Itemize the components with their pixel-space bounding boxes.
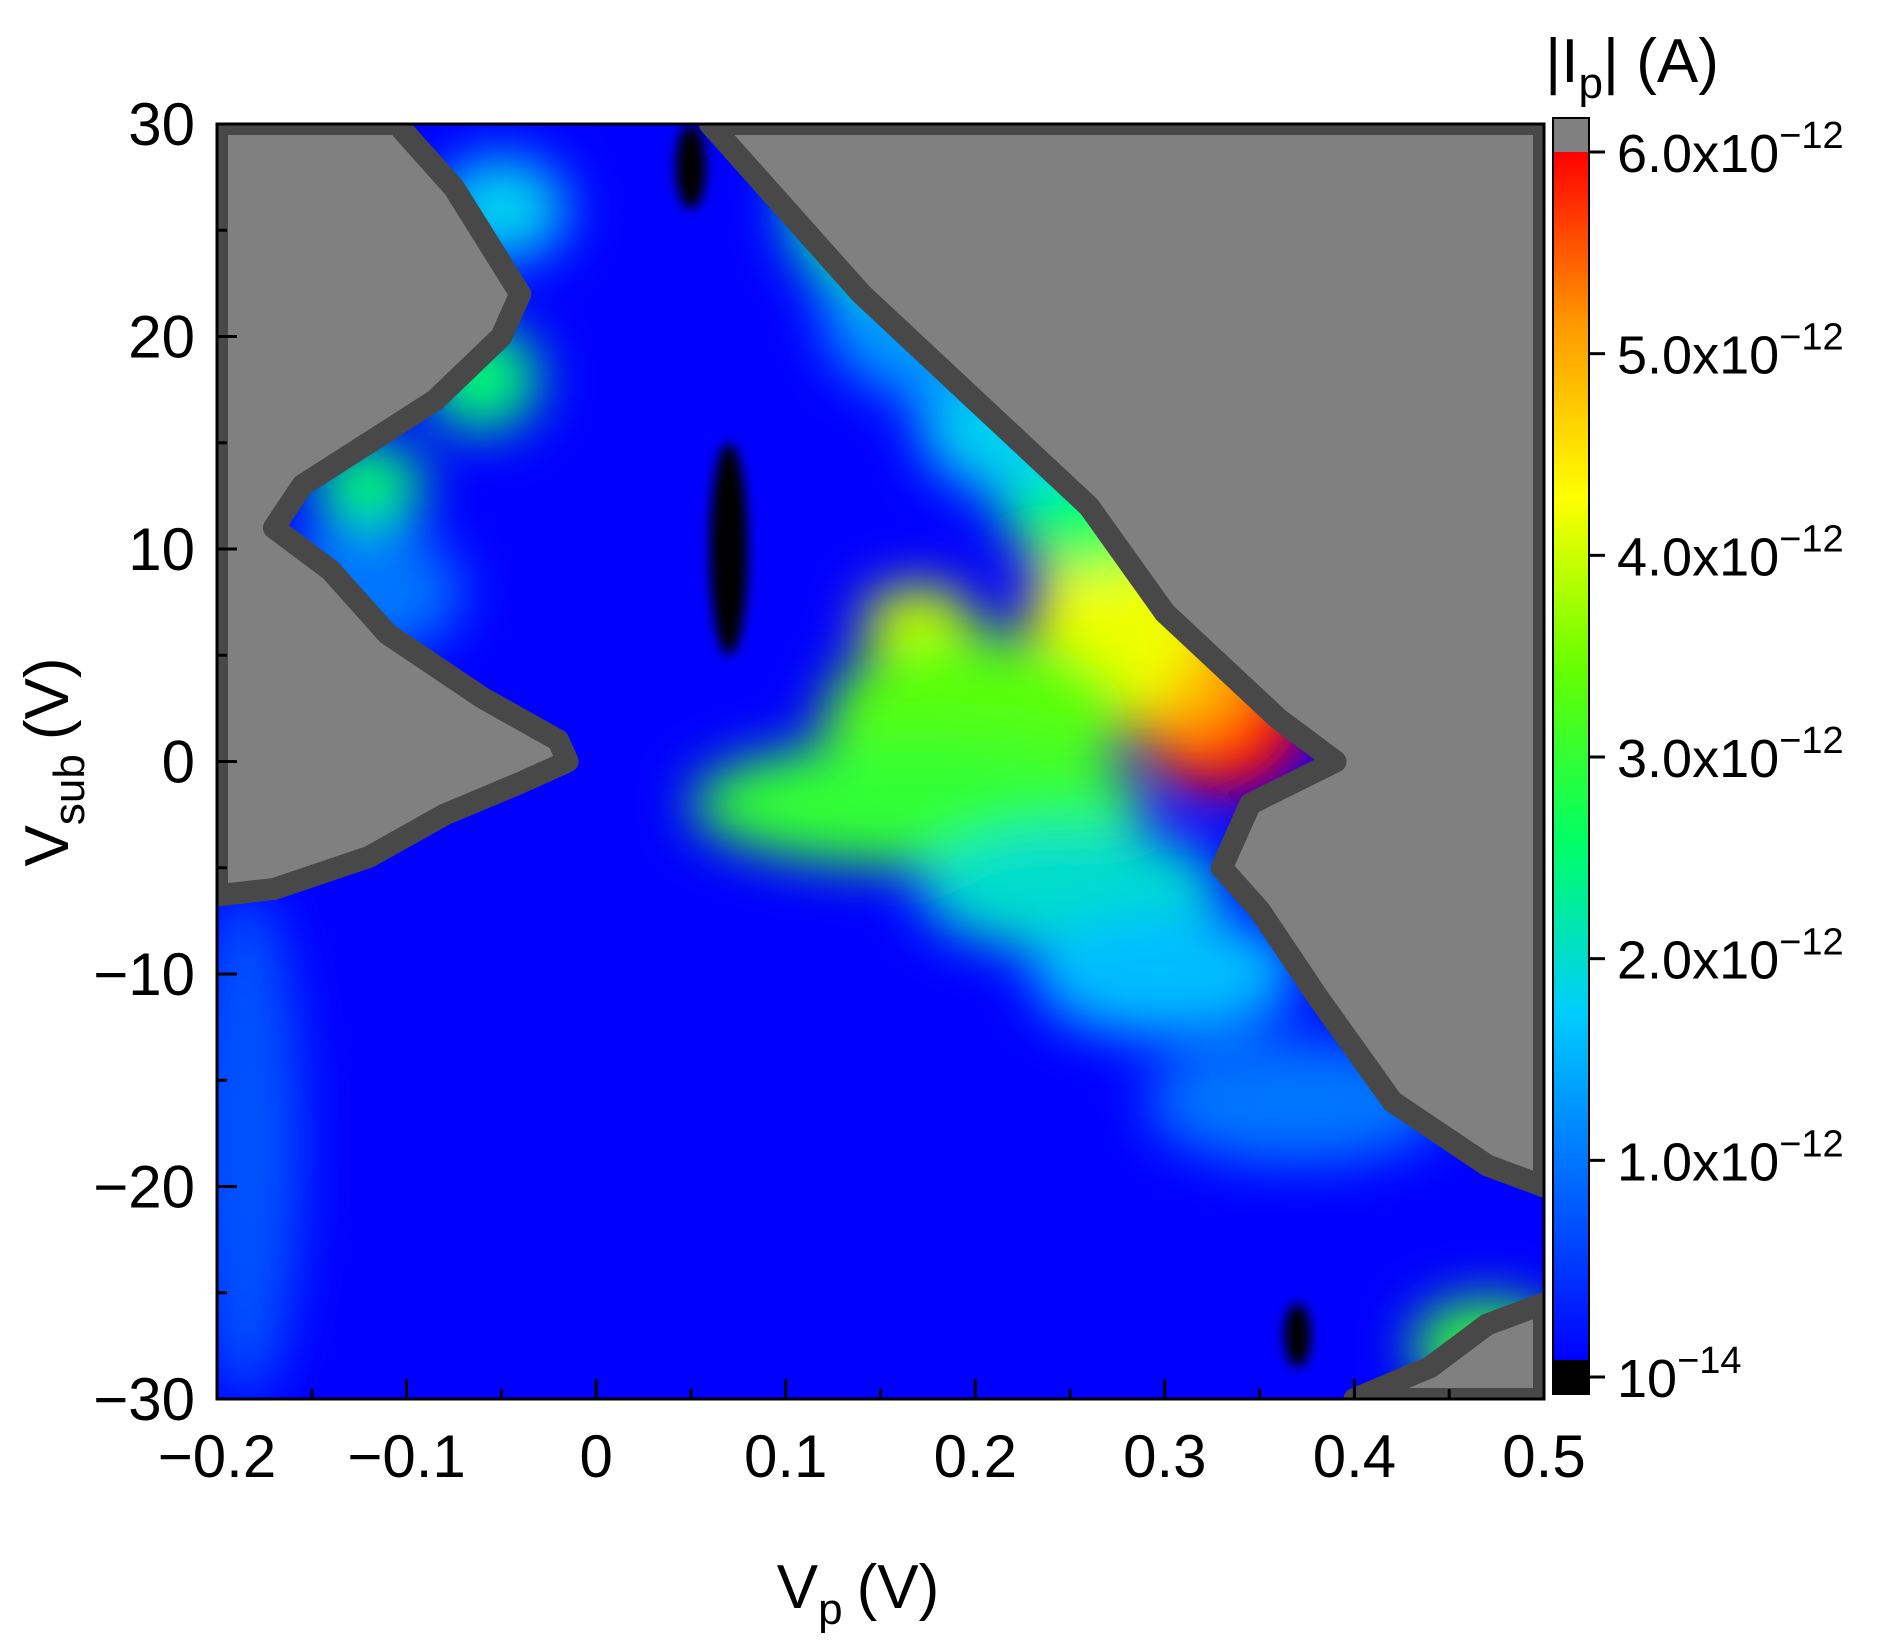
- y-tick-label: 20: [128, 304, 195, 371]
- y-axis-title-sub: sub: [45, 754, 94, 825]
- plot-area: [217, 124, 1544, 1399]
- y-tick-label: 10: [128, 516, 195, 583]
- y-axis-title-unit: (V): [13, 658, 82, 741]
- y-tick-label: 30: [128, 91, 195, 158]
- y-axis-title-main: V: [13, 824, 82, 866]
- colorbar-tick-label: 3.0x10−12: [1617, 720, 1844, 789]
- colorbar: 6.0x10−12 5.0x10−12 4.0x10−12 3.0x10−12 2.0x…: [1552, 115, 1844, 1409]
- y-tick-label: −30: [93, 1366, 195, 1433]
- x-tick-label: 0: [579, 1423, 612, 1490]
- colorbar-title-post: | (A): [1603, 27, 1719, 96]
- over-range-region: [1343, 1292, 1544, 1399]
- x-axis-title-sub: p: [818, 1585, 842, 1634]
- colorbar-tick-label: 5.0x10−12: [1617, 317, 1844, 386]
- x-tick-label: 0.4: [1313, 1423, 1396, 1490]
- under-range-spots: [675, 124, 1311, 1368]
- heatmap-blob: [1032, 910, 1298, 1038]
- colorbar-title-pre: |I: [1545, 27, 1578, 96]
- colorbar-over-cap: [1553, 118, 1589, 152]
- colorbar-gradient: [1553, 152, 1589, 1360]
- y-tick-label: −10: [93, 941, 195, 1008]
- colorbar-tick-label: 4.0x10−12: [1617, 518, 1844, 587]
- colorbar-title: |Ip| (A): [1545, 27, 1719, 108]
- x-tick-label: 0.3: [1123, 1423, 1206, 1490]
- colorbar-tick-label: 6.0x10−12: [1617, 115, 1844, 184]
- y-tick-label: −20: [93, 1154, 195, 1221]
- x-axis-title: Vp (V): [777, 1553, 940, 1634]
- heatmap-blob: [217, 889, 303, 1399]
- over-range-region: [217, 124, 579, 907]
- axis-ticks: −0.2 −0.1 0 0.1 0.2 0.3 0.4 0.5 30 20 10 0 −10 −20 −30: [93, 91, 1585, 1490]
- colorbar-tick-label: 10−14: [1617, 1340, 1742, 1409]
- under-range-spot: [1284, 1303, 1311, 1368]
- colorbar-tick-label: 2.0x10−12: [1617, 922, 1844, 991]
- x-tick-label: 0.2: [934, 1423, 1017, 1490]
- y-axis-title: Vsub (V): [13, 658, 94, 867]
- under-range-spot: [709, 442, 748, 656]
- under-range-spot: [675, 124, 707, 209]
- x-tick-label: 0.1: [744, 1423, 827, 1490]
- over-range-region: [698, 124, 1544, 1198]
- x-tick-label: −0.2: [158, 1423, 276, 1490]
- x-axis-title-main: V: [777, 1553, 819, 1622]
- x-tick-label: 0.5: [1502, 1423, 1585, 1490]
- colorbar-under-cap: [1553, 1360, 1589, 1394]
- colorbar-title-sub: p: [1578, 59, 1602, 108]
- y-tick-label: 0: [162, 729, 195, 796]
- colorbar-tick-label: 1.0x10−12: [1617, 1123, 1844, 1192]
- x-tick-label: −0.1: [347, 1423, 465, 1490]
- x-axis-title-unit: (V): [857, 1553, 940, 1622]
